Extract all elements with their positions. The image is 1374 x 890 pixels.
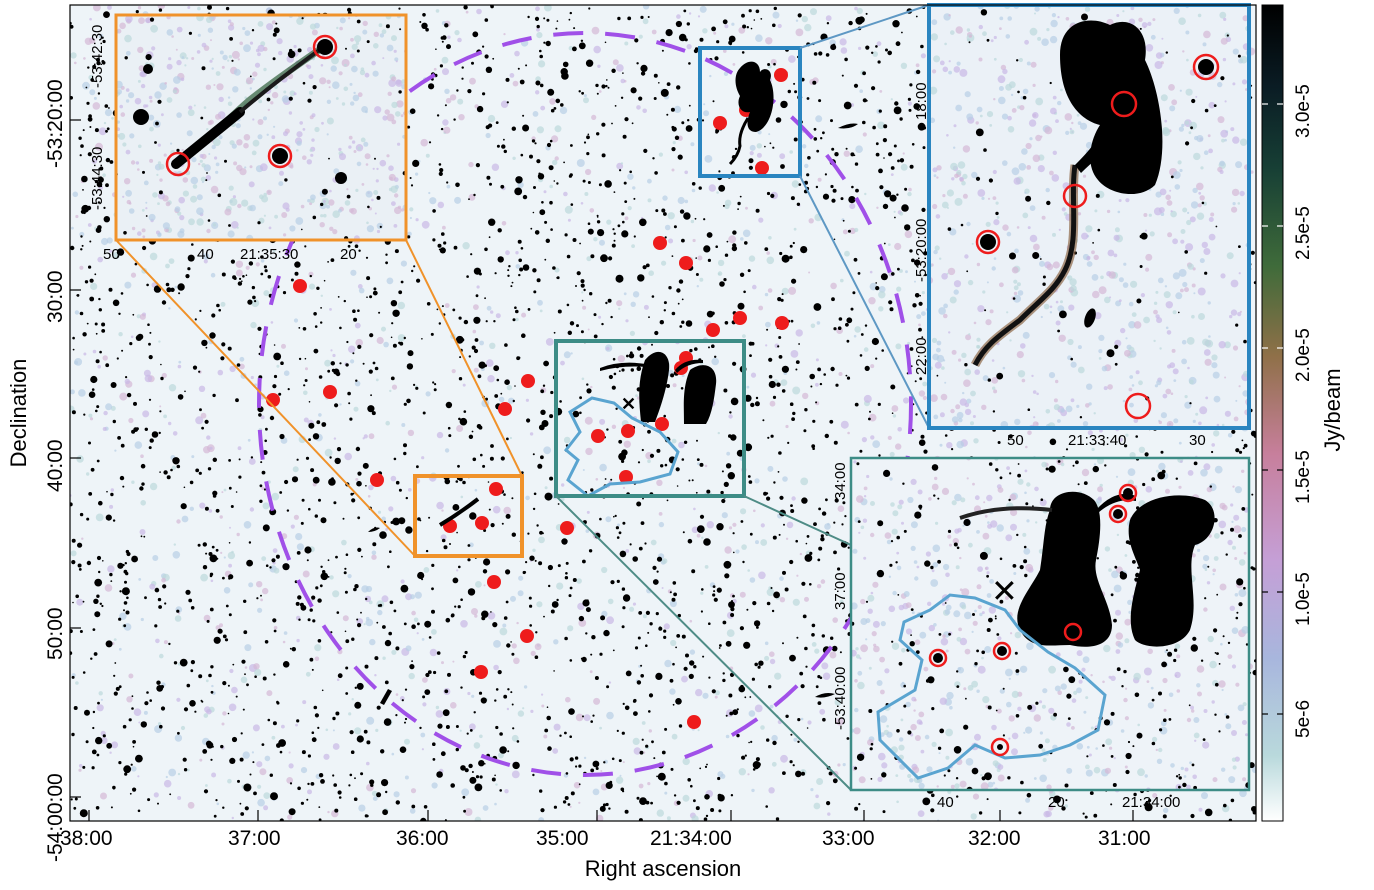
inset-teal-xtick-2: 20 — [1048, 794, 1065, 811]
inset-teal-xtick-3: 21:34:00 — [1122, 794, 1180, 811]
colorbar-tick-1: 3.0e-5 — [1293, 84, 1314, 138]
red-marker — [679, 256, 693, 270]
red-marker — [774, 68, 788, 82]
red-marker — [713, 116, 727, 130]
main-frame — [69, 4, 1257, 822]
y-axis-label: Declination — [6, 359, 31, 468]
inset-orange-xtick-2: 40 — [197, 246, 214, 263]
box-teal-region — [563, 396, 680, 498]
red-marker — [621, 424, 635, 438]
red-marker — [653, 236, 667, 250]
colorbar-label: Jy/beam — [1320, 368, 1345, 451]
box-orange-frame — [413, 474, 524, 558]
inset-blue-xtick-1: 50 — [1007, 432, 1024, 449]
ytick-5: -54:00:00 — [44, 773, 67, 862]
xtick-8: 31:00 — [1098, 827, 1151, 850]
inset-blue — [927, 3, 1251, 430]
red-marker — [370, 473, 384, 487]
inset-blue-ytick-3: 22:00 — [913, 337, 930, 375]
red-marker — [755, 161, 769, 175]
xtick-2: 37:00 — [228, 827, 281, 850]
inset-teal: ✕ — [849, 456, 1251, 792]
colorbar-tick-5: 1.0e-5 — [1293, 572, 1314, 626]
colorbar-tick-2: 2.5e-5 — [1293, 206, 1314, 260]
colorbar-tick-4: 1.5e-5 — [1293, 450, 1314, 504]
ytick-3: 40:00 — [44, 439, 67, 492]
inset-teal-xtick-1: 40 — [937, 794, 954, 811]
dashed-circle — [257, 31, 913, 777]
xtick-1: 38:00 — [60, 827, 113, 850]
ytick-2: 30:00 — [44, 270, 67, 323]
red-marker — [733, 311, 747, 325]
cross-marker: ✕ — [991, 573, 1018, 609]
inset-orange-ytick-1: -53:42:30 — [89, 25, 106, 88]
red-marker — [775, 316, 789, 330]
xtick-7: 32:00 — [968, 827, 1021, 850]
red-marker — [474, 665, 488, 679]
inset-teal-ytick-2: 37:00 — [832, 572, 849, 610]
xtick-6: 33:00 — [822, 827, 875, 850]
inset-orange-xtick-4: 20 — [340, 246, 357, 263]
red-marker — [687, 715, 701, 729]
xtick-4: 35:00 — [536, 827, 589, 850]
box-teal-cross: ✕ — [621, 394, 636, 414]
red-marker — [591, 429, 605, 443]
inset-orange-ytick-2: -53:44:30 — [89, 147, 106, 210]
red-marker — [619, 470, 633, 484]
inset-orange — [114, 13, 408, 242]
inset-orange-xtick-1: 50 — [103, 246, 120, 263]
inset-blue-ytick-1: 18:00 — [913, 82, 930, 120]
extended-sources — [368, 123, 858, 705]
red-marker — [489, 482, 503, 496]
red-marker — [520, 629, 534, 643]
xtick-3: 36:00 — [396, 827, 449, 850]
red-marker — [293, 279, 307, 293]
inset-orange-xtick-3: 21:35:30 — [240, 246, 298, 263]
box-teal-frame — [554, 339, 746, 498]
inset-blue-ytick-2: -53:20:00 — [913, 219, 930, 282]
inset-teal-ytick-3: -53:40:00 — [832, 667, 849, 730]
xtick-5: 21:34:00 — [650, 827, 732, 850]
inset-blue-xtick-2: 21:33:40 — [1068, 432, 1126, 449]
red-marker — [706, 323, 720, 337]
red-marker — [521, 374, 535, 388]
red-marker — [498, 402, 512, 416]
box-blue-frame — [698, 46, 802, 178]
red-marker — [323, 385, 337, 399]
red-marker — [655, 417, 669, 431]
inset-teal-ytick-1: 34:00 — [832, 462, 849, 500]
colorbar-tick-3: 2.0e-5 — [1293, 328, 1314, 382]
red-marker — [475, 516, 489, 530]
colorbar — [1261, 4, 1284, 822]
inset-blue-xtick-3: 30 — [1189, 432, 1206, 449]
x-axis-label: Right ascension — [585, 856, 742, 881]
ytick-1: -53:20:00 — [44, 79, 67, 168]
zoom-lines — [115, 4, 930, 791]
ytick-4: 50:00 — [44, 607, 67, 660]
box-teal-sources — [600, 351, 717, 424]
red-marker — [560, 521, 574, 535]
box-blue-sources — [728, 61, 774, 166]
red-marker — [487, 575, 501, 589]
colorbar-tick-6: 5e-6 — [1293, 700, 1314, 738]
axis-ticks — [70, 119, 1134, 821]
box-orange-sources — [438, 497, 480, 527]
